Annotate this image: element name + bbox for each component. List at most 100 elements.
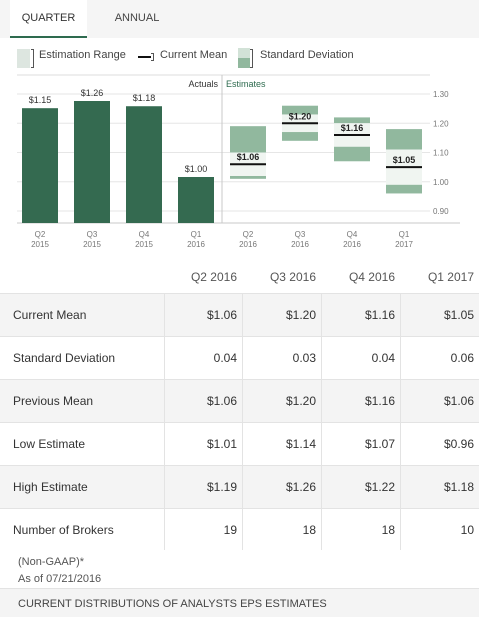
table-row: Low Estimate $1.01 $1.14 $1.07 $0.96 xyxy=(0,422,479,465)
estimate-range-upper xyxy=(386,129,422,150)
table-row: High Estimate $1.19 $1.26 $1.22 $1.18 xyxy=(0,465,479,508)
estimate-range-upper xyxy=(282,105,318,115)
column-divider xyxy=(400,294,401,550)
row-label: Current Mean xyxy=(13,308,87,322)
table-cell: 18 xyxy=(381,523,395,537)
x-tick-quarter: Q3 xyxy=(87,230,98,239)
row-label: Standard Deviation xyxy=(13,351,116,365)
x-tick-quarter: Q1 xyxy=(399,230,410,239)
table-header: Q2 2016 Q3 2016 Q4 2016 Q1 2017 xyxy=(0,262,479,293)
actual-value-label: $1.26 xyxy=(81,88,104,98)
actual-value-label: $1.18 xyxy=(133,93,156,103)
estimate-mean-label: $1.05 xyxy=(393,155,416,165)
table-cell: 18 xyxy=(302,523,316,537)
column-header: Q3 2016 xyxy=(269,270,316,284)
mean-bracket-icon xyxy=(151,53,154,61)
column-header: Q1 2017 xyxy=(427,270,474,284)
x-tick-year: 2016 xyxy=(239,240,257,249)
actual-bar xyxy=(126,106,162,223)
distributions-link-label: CURRENT DISTRIBUTIONS OF ANALYSTS EPS ES… xyxy=(18,598,327,610)
row-label: Low Estimate xyxy=(13,437,86,451)
legend-current-mean: Current Mean xyxy=(160,49,228,61)
x-tick-year: 2015 xyxy=(135,240,153,249)
legend-estimation-range: Estimation Range xyxy=(39,49,126,61)
x-tick-year: 2016 xyxy=(291,240,309,249)
x-tick-year: 2016 xyxy=(343,240,361,249)
column-header: Q4 2016 xyxy=(348,270,395,284)
x-tick-year: 2015 xyxy=(83,240,101,249)
x-tick-quarter: Q2 xyxy=(243,230,254,239)
column-divider xyxy=(164,294,165,550)
table-cell: $1.06 xyxy=(206,308,237,322)
range-bracket-icon xyxy=(31,49,34,68)
table-cell: $1.22 xyxy=(364,480,395,494)
table-cell: $1.07 xyxy=(364,437,395,451)
y-tick-label: 1.30 xyxy=(433,90,449,99)
tab-quarter[interactable]: QUARTER xyxy=(10,0,87,38)
actual-value-label: $1.00 xyxy=(185,164,208,174)
x-tick-quarter: Q3 xyxy=(295,230,306,239)
estimation-range-swatch xyxy=(17,49,30,68)
table-cell: $0.96 xyxy=(443,437,474,451)
sd-swatch-light xyxy=(238,48,250,58)
non-gaap-note: (Non-GAAP)* xyxy=(18,556,85,568)
eps-chart: $1.15 $1.26 $1.18 $1.00 $1.06 $1.20 $1.16 $1.05… xyxy=(17,74,460,249)
estimate-mean-label: $1.20 xyxy=(289,111,312,121)
table-cell: $1.26 xyxy=(285,480,316,494)
x-tick-quarter: Q4 xyxy=(347,230,358,239)
estimate-mean-label: $1.06 xyxy=(237,152,260,162)
sd-swatch-dark xyxy=(238,58,250,68)
table-cell: $1.01 xyxy=(206,437,237,451)
chart-marks: $1.15 $1.26 $1.18 $1.00 $1.06 $1.20 $1.16 $1.05 xyxy=(22,88,422,223)
table-cell: 0.04 xyxy=(213,351,237,365)
table-cell: $1.18 xyxy=(443,480,474,494)
y-tick-label: 1.10 xyxy=(433,149,449,158)
column-divider xyxy=(321,294,322,550)
estimate-range-upper xyxy=(230,126,266,153)
estimate-mean-label: $1.16 xyxy=(341,123,364,133)
table-cell: $1.06 xyxy=(443,394,474,408)
x-tick-quarter: Q1 xyxy=(191,230,202,239)
row-label: Previous Mean xyxy=(13,394,94,408)
table-cell: $1.06 xyxy=(206,394,237,408)
legend-standard-deviation: Standard Deviation xyxy=(260,49,354,61)
as-of-date: As of 07/21/2016 xyxy=(18,573,102,585)
estimate-range-lower xyxy=(282,132,318,141)
table-cell: 0.06 xyxy=(450,351,474,365)
estimate-range-upper xyxy=(334,117,370,124)
table-row: Previous Mean $1.06 $1.20 $1.16 $1.06 xyxy=(0,379,479,422)
y-axis-labels: 1.30 1.20 1.10 1.00 0.90 xyxy=(433,90,449,216)
table-row: Standard Deviation 0.04 0.03 0.04 0.06 xyxy=(0,336,479,379)
actual-bar xyxy=(178,177,214,223)
sd-bracket-icon xyxy=(250,49,253,68)
table-cell: $1.16 xyxy=(364,308,395,322)
estimate-range-lower xyxy=(386,184,422,194)
table-cell: $1.19 xyxy=(206,480,237,494)
actual-bar xyxy=(22,108,58,223)
table-cell: $1.20 xyxy=(285,308,316,322)
column-header: Q2 2016 xyxy=(190,270,237,284)
chart-legend: Estimation Range Current Mean Standard D… xyxy=(0,44,479,70)
x-tick-year: 2016 xyxy=(187,240,205,249)
x-tick-quarter: Q4 xyxy=(139,230,150,239)
table-cell: 0.04 xyxy=(371,351,395,365)
column-divider xyxy=(242,294,243,550)
table-cell: 19 xyxy=(223,523,237,537)
x-tick-quarter: Q2 xyxy=(35,230,46,239)
table-cell: $1.14 xyxy=(285,437,316,451)
estimate-range-lower xyxy=(230,175,266,179)
table-cell: $1.16 xyxy=(364,394,395,408)
y-tick-label: 1.20 xyxy=(433,119,449,128)
tab-annual[interactable]: ANNUAL xyxy=(114,12,160,24)
y-tick-label: 1.00 xyxy=(433,178,449,187)
estimates-section-label: Estimates xyxy=(226,79,266,89)
x-tick-year: 2017 xyxy=(395,240,413,249)
distributions-link[interactable]: CURRENT DISTRIBUTIONS OF ANALYSTS EPS ES… xyxy=(0,588,479,617)
table-row: Number of Brokers 19 18 18 10 xyxy=(0,508,479,551)
actuals-section-label: Actuals xyxy=(188,79,218,89)
estimates-table: Q2 2016 Q3 2016 Q4 2016 Q1 2017 Current … xyxy=(0,262,479,551)
period-tabs: QUARTER ANNUAL xyxy=(0,0,479,38)
table-row: Current Mean $1.06 $1.20 $1.16 $1.05 xyxy=(0,293,479,336)
table-cell: $1.05 xyxy=(443,308,474,322)
mean-line-swatch xyxy=(138,56,151,58)
